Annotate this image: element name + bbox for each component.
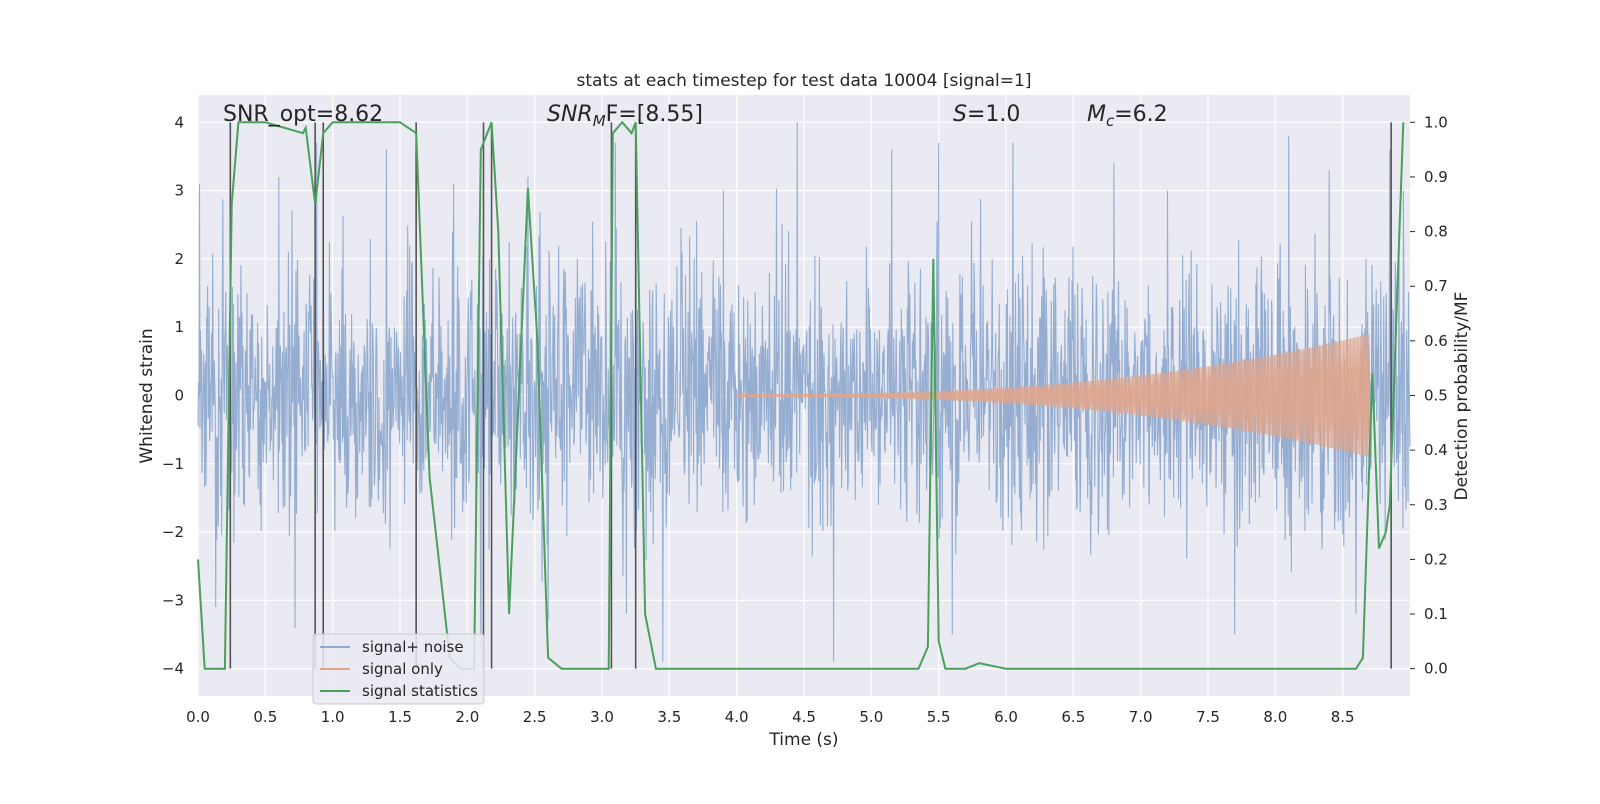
mc-prefix: M (1087, 102, 1106, 127)
y-tick-label: 2 (174, 250, 184, 268)
x-tick-label: 2.5 (523, 708, 547, 726)
y-axis-label: Whitened strain (137, 328, 157, 463)
y-right-tick-label: 0.4 (1424, 441, 1448, 459)
y-right-tick-label: 0.2 (1424, 550, 1448, 568)
y-right-tick-label: 0.1 (1424, 605, 1448, 623)
snr-opt-annotation: SNR_opt=8.62 (223, 102, 383, 127)
x-tick-label: 0.5 (253, 708, 277, 726)
statistics-line (197, 120, 1405, 670)
x-tick-label: 3.5 (657, 708, 681, 726)
x-tick-label: 6.0 (994, 708, 1018, 726)
s-suffix: =1.0 (967, 102, 1020, 127)
y-right-tick-label: 0.0 (1424, 660, 1448, 678)
x-tick-label: 3.0 (590, 708, 614, 726)
y-tick-label: 4 (174, 113, 184, 131)
x-axis-label: Time (s) (768, 730, 838, 750)
snr-mf-suffix: F=[8.55] (606, 102, 703, 127)
chart-title: stats at each timestep for test data 100… (577, 71, 1032, 91)
snr-mf-annotation: SNRMF=[8.55] (547, 102, 703, 130)
mc-suffix: =6.2 (1114, 102, 1167, 127)
y-tick-label: 0 (174, 387, 184, 405)
x-tick-label: 2.0 (455, 708, 479, 726)
tick-labels: 0.0 0.5 1.0 1.5 2.0 2.5 3.0 3.5 4.0 4.5 5.0 5.5 6.0 6… (162, 113, 1448, 726)
x-tick-label: 8.0 (1263, 708, 1287, 726)
y-right-tick-label: 0.7 (1424, 277, 1448, 295)
signal-line (736, 334, 1371, 464)
y-right-tick-label: 1.0 (1424, 113, 1448, 131)
y-tick-label: −2 (162, 523, 184, 541)
y-tick-label: 3 (174, 182, 184, 200)
legend-label-stats: signal statistics (362, 682, 478, 700)
snr-mf-sub: M (593, 112, 606, 130)
y-right-tick-label: 0.9 (1424, 168, 1448, 186)
statistics-series (197, 120, 1405, 670)
vertical-markers (229, 122, 1392, 669)
x-tick-label: 4.5 (792, 708, 816, 726)
legend: signal+ noise signal only signal statist… (312, 633, 485, 705)
x-tick-label: 7.0 (1129, 708, 1153, 726)
y-right-tick-label: 0.8 (1424, 223, 1448, 241)
x-tick-label: 4.0 (725, 708, 749, 726)
x-tick-label: 6.5 (1061, 708, 1085, 726)
y-tick-label: −3 (162, 591, 184, 609)
y-tick-label: −1 (162, 455, 184, 473)
y-right-tick-label: 0.3 (1424, 496, 1448, 514)
x-tick-label: 8.5 (1331, 708, 1355, 726)
x-tick-label: 5.0 (859, 708, 883, 726)
x-tick-label: 1.5 (388, 708, 412, 726)
mc-annotation: Mc=6.2 (1087, 102, 1168, 130)
y-right-tick-label: 0.5 (1424, 387, 1448, 405)
legend-label-signal: signal only (362, 660, 443, 678)
signal-series (736, 334, 1371, 464)
s-prefix: S (953, 102, 967, 127)
y-tick-label: 1 (174, 318, 184, 336)
snr-mf-prefix: SNR (547, 102, 593, 127)
x-tick-label: 0.0 (186, 708, 210, 726)
y-axis-right-label: Detection probability/MF (1452, 292, 1472, 501)
y-right-tick-label: 0.6 (1424, 332, 1448, 350)
mc-sub: c (1106, 112, 1115, 130)
x-tick-label: 1.0 (321, 708, 345, 726)
legend-box (312, 633, 485, 705)
y-tick-label: −4 (162, 660, 184, 678)
legend-label-noise: signal+ noise (362, 638, 464, 656)
x-tick-label: 5.5 (927, 708, 951, 726)
x-tick-label: 7.5 (1196, 708, 1220, 726)
s-annotation: S=1.0 (953, 102, 1020, 127)
